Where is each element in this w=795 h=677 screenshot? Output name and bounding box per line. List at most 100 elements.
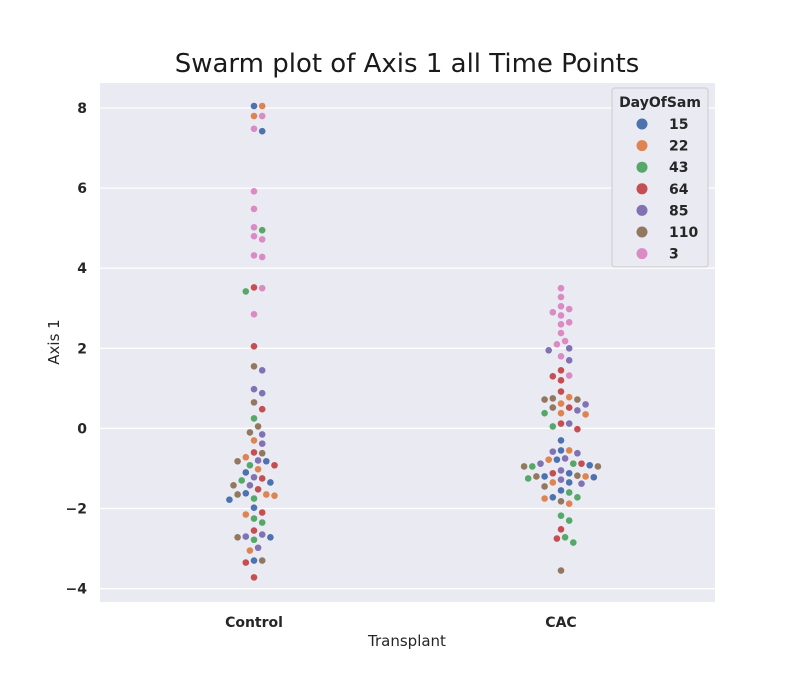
swarm-point-43	[238, 477, 245, 484]
swarm-point-110	[574, 396, 581, 403]
swarm-point-64	[258, 509, 266, 516]
legend-label: 85	[669, 203, 688, 219]
swarm-point-22	[557, 409, 565, 417]
swarm-point-43	[524, 475, 532, 482]
swarm-point-85	[578, 480, 585, 487]
swarm-point-15	[226, 496, 233, 503]
swarm-point-22	[545, 456, 552, 463]
swarm-point-22	[565, 500, 573, 507]
swarm-point-3	[250, 224, 258, 231]
swarm-point-85	[574, 407, 581, 414]
y-tick-label: −4	[66, 582, 88, 598]
swarm-point-22	[250, 437, 258, 444]
swarm-point-85	[242, 533, 250, 540]
swarm-point-15	[549, 493, 557, 501]
swarm-point-64	[574, 425, 581, 433]
swarm-point-15	[586, 461, 593, 469]
swarm-point-110	[254, 423, 262, 430]
swarm-point-3	[565, 305, 573, 313]
legend-label: 22	[669, 139, 688, 155]
swarm-point-110	[541, 483, 548, 490]
swarm-point-3	[565, 372, 573, 379]
swarm-point-64	[557, 526, 565, 533]
swarm-point-15	[557, 447, 565, 454]
swarm-point-85	[545, 347, 552, 354]
swarm-point-85	[565, 357, 573, 364]
swarm-point-110	[549, 395, 557, 402]
swarm-point-64	[549, 469, 557, 477]
y-tick-label: 4	[77, 261, 87, 277]
y-tick-label: −2	[66, 502, 87, 518]
swarm-point-22	[250, 112, 258, 120]
swarm-point-85	[258, 440, 266, 447]
swarm-point-15	[565, 479, 573, 486]
swarm-point-43	[570, 539, 577, 546]
swarm-point-43	[541, 409, 548, 417]
y-tick-label: 2	[77, 341, 87, 357]
swarm-point-3	[250, 252, 258, 259]
swarm-point-43	[250, 495, 258, 502]
swarm-point-15	[590, 473, 598, 481]
swarm-point-64	[254, 485, 262, 493]
swarm-point-110	[246, 429, 254, 436]
swarm-point-85	[574, 449, 581, 457]
swarm-point-85	[537, 460, 544, 467]
swarm-point-110	[520, 463, 528, 470]
legend-marker	[636, 140, 648, 152]
swarm-point-85	[258, 431, 266, 438]
swarm-point-22	[242, 453, 250, 461]
swarm-point-3	[557, 353, 565, 360]
swarm-point-15	[250, 504, 258, 511]
swarm-point-43	[565, 489, 573, 496]
x-tick-labels: Control CAC	[225, 615, 577, 631]
swarm-point-64	[553, 535, 561, 542]
swarm-point-22	[565, 393, 573, 401]
swarm-point-22	[541, 495, 548, 502]
swarm-point-3	[557, 329, 565, 337]
swarm-point-43	[250, 536, 258, 544]
swarm-point-85	[258, 389, 266, 397]
swarm-point-64	[250, 574, 258, 581]
swarm-point-64	[258, 405, 266, 413]
swarm-point-22	[254, 465, 262, 473]
legend-title: DayOfSam	[619, 95, 701, 111]
swarm-point-85	[549, 448, 557, 455]
swarm-point-110	[557, 497, 565, 505]
swarm-point-43	[570, 460, 577, 467]
swarm-point-110	[557, 567, 565, 574]
swarm-point-15	[553, 456, 561, 463]
swarm-point-22	[582, 473, 589, 480]
swarm-point-22	[271, 492, 278, 499]
swarm-point-22	[549, 479, 557, 486]
swarm-point-3	[553, 340, 561, 348]
legend-marker	[636, 161, 648, 173]
swarm-point-110	[234, 534, 241, 541]
swarm-point-64	[250, 527, 258, 534]
swarm-point-15	[250, 102, 258, 110]
swarm-point-3	[250, 310, 258, 318]
swarm-point-85	[250, 473, 258, 481]
swarm-point-64	[250, 342, 258, 350]
swarm-point-3	[258, 112, 266, 120]
swarm-point-15	[258, 127, 266, 135]
swarm-point-3	[258, 253, 266, 261]
legend-marker	[636, 204, 648, 216]
swarm-point-85	[582, 401, 589, 408]
legend-label: 43	[669, 160, 688, 176]
swarm-point-22	[242, 511, 250, 518]
swarm-point-43	[561, 534, 569, 541]
legend-label: 64	[669, 182, 689, 198]
swarm-point-110	[549, 404, 557, 411]
swarm-point-110	[533, 473, 540, 480]
y-tick-label: 0	[77, 421, 87, 437]
chart-title: Swarm plot of Axis 1 all Time Points	[175, 49, 640, 79]
swarm-point-22	[557, 400, 565, 407]
swarm-point-3	[557, 312, 565, 319]
swarm-point-64	[557, 388, 565, 395]
y-tick-labels: 8 6 4 2 0 −2 −4	[66, 101, 88, 598]
y-tick-label: 8	[77, 101, 87, 117]
swarm-point-15	[557, 437, 565, 444]
swarm-point-85	[258, 531, 266, 538]
swarm-point-85	[565, 345, 573, 352]
swarm-point-64	[250, 284, 258, 291]
